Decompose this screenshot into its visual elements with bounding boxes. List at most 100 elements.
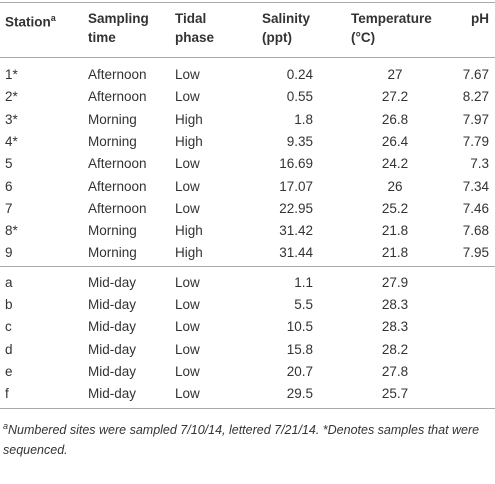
header-text: (ppt) (262, 30, 292, 45)
table-cell: Mid-day (88, 386, 137, 401)
table-cell: 1* (5, 67, 18, 82)
table-cell: Afternoon (88, 67, 147, 82)
table-cell: Afternoon (88, 178, 147, 194)
table-cell: Low (175, 386, 200, 401)
table-cell: 3* (5, 111, 18, 127)
table-cell: Low (175, 156, 200, 172)
footnote-mark: a (3, 421, 9, 431)
header-cell: Sampling time (88, 9, 149, 47)
header-sup: a (50, 13, 56, 23)
header-cell: Tidal phase (175, 9, 214, 47)
table-cell: 1.1 (294, 275, 313, 290)
table-cell: Low (175, 67, 200, 82)
table-cell: a (5, 275, 13, 290)
rule (0, 266, 495, 267)
table-cell: 27.8 (381, 363, 409, 379)
header-text: (°C) (351, 30, 376, 45)
table-cell: High (175, 111, 203, 127)
table-cell: Morning (88, 111, 137, 127)
table-cell: 7.79 (462, 133, 489, 149)
table-cell: Mid-day (88, 275, 137, 290)
table-cell: 21.8 (381, 245, 409, 261)
header-text: time (88, 30, 116, 45)
table-cell: 28.2 (381, 341, 409, 357)
header-text: Sampling (88, 11, 149, 26)
table-cell: 20.7 (286, 363, 313, 379)
table-cell: 10.5 (286, 319, 313, 335)
table-cell: Morning (88, 133, 137, 149)
table-cell: High (175, 133, 203, 149)
footnote-text: Numbered sites were sampled 7/10/14, let… (3, 423, 480, 458)
header-text: pH (471, 11, 489, 26)
table-cell: Mid-day (88, 363, 137, 379)
table-cell: Low (175, 200, 200, 216)
table-cell: 5.5 (294, 297, 313, 313)
table-cell: 7.68 (462, 223, 489, 239)
table-cell: 15.8 (286, 341, 313, 357)
table-cell: 7.97 (462, 111, 489, 127)
header-cell: pH (471, 9, 489, 28)
table-cell: 17.07 (279, 178, 313, 194)
table-cell: Low (175, 178, 200, 194)
header-text: Tidal (175, 11, 207, 26)
table-cell: 28.3 (381, 319, 409, 335)
table-cell: Low (175, 341, 200, 357)
table-cell: 7.34 (462, 178, 489, 194)
table-cell: 25.7 (381, 386, 409, 401)
rule (0, 408, 495, 409)
table-cell: Mid-day (88, 341, 137, 357)
table-cell: 7.95 (462, 245, 489, 261)
table-cell: 1.8 (294, 111, 313, 127)
table-cell: c (5, 319, 12, 335)
table-cell: Low (175, 275, 200, 290)
table-cell: 7.46 (462, 200, 489, 216)
table-cell: 24.2 (381, 156, 409, 172)
header-cell: Stationa (5, 9, 56, 32)
table-cell: High (175, 245, 203, 261)
table-cell: Afternoon (88, 156, 147, 172)
table-cell: 26.4 (381, 133, 409, 149)
header-cell: Salinity (ppt) (262, 9, 310, 47)
table-cell: 27.9 (381, 275, 409, 290)
table-cell: 26.8 (381, 111, 409, 127)
table-cell: d (5, 341, 13, 357)
table-cell: 27 (387, 67, 403, 82)
rule (0, 57, 495, 58)
table-cell: 22.95 (279, 200, 313, 216)
header-text: Station (5, 14, 51, 30)
table-cell: 31.44 (279, 245, 313, 261)
table-cell: Low (175, 319, 200, 335)
table-cell: 0.24 (286, 67, 313, 82)
table-cell: 8.27 (462, 89, 489, 105)
table-cell: 2* (5, 89, 18, 105)
table-cell: 25.2 (381, 200, 409, 216)
table-cell: e (5, 363, 13, 379)
table-cell: 9 (5, 245, 13, 261)
table-cell: 7 (5, 200, 13, 216)
table-cell: 6 (5, 178, 13, 194)
table-cell: High (175, 223, 203, 239)
table-cell: Morning (88, 223, 137, 239)
table-cell: Afternoon (88, 200, 147, 216)
table-cell: Low (175, 89, 200, 105)
table-cell: 7.67 (462, 67, 489, 82)
table-cell: 27.2 (381, 89, 409, 105)
table-cell: Morning (88, 245, 137, 261)
table-cell: 5 (5, 156, 13, 172)
rule (0, 2, 495, 3)
table-cell: b (5, 297, 13, 313)
table-cell: 9.35 (286, 133, 313, 149)
header-text: Salinity (262, 11, 311, 26)
table-cell: 7.3 (470, 156, 489, 172)
table-cell: 4* (5, 133, 18, 149)
table-cell: 29.5 (286, 386, 313, 401)
table-cell: 21.8 (381, 223, 409, 239)
table-cell: 26 (387, 178, 403, 194)
table-cell: Low (175, 363, 200, 379)
table-cell: Mid-day (88, 319, 137, 335)
table-cell: Low (175, 297, 200, 313)
table-cell: 31.42 (279, 223, 313, 239)
header-text: phase (175, 30, 215, 45)
table-cell: 0.55 (286, 89, 313, 105)
